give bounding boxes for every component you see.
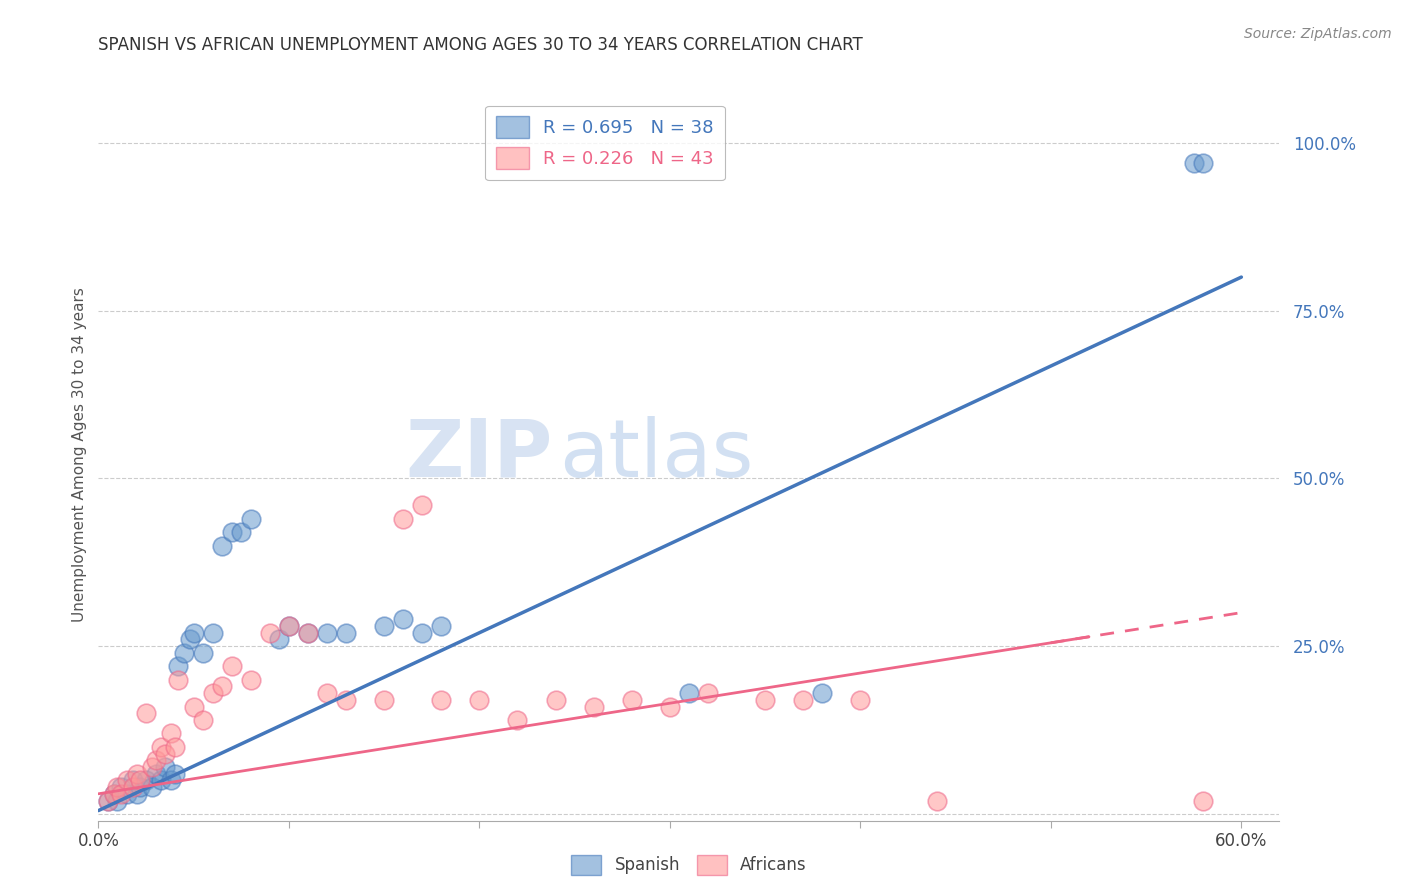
Point: [430, 693, 453, 707]
Point: [297, 625, 319, 640]
Point: [430, 619, 453, 633]
Point: [468, 693, 491, 707]
Point: [107, 793, 129, 807]
Point: [167, 673, 190, 687]
Point: [141, 760, 163, 774]
Point: [115, 787, 138, 801]
Point: [103, 787, 125, 801]
Point: [411, 498, 433, 512]
Point: [163, 766, 186, 780]
Point: [153, 747, 176, 761]
Point: [193, 646, 215, 660]
Y-axis label: Unemployment Among Ages 30 to 34 years: Unemployment Among Ages 30 to 34 years: [72, 287, 87, 623]
Point: [135, 706, 157, 721]
Point: [183, 699, 205, 714]
Text: SPANISH VS AFRICAN UNEMPLOYMENT AMONG AGES 30 TO 34 YEARS CORRELATION CHART: SPANISH VS AFRICAN UNEMPLOYMENT AMONG AG…: [98, 36, 863, 54]
Point: [121, 780, 143, 794]
Point: [159, 726, 181, 740]
Point: [925, 793, 948, 807]
Point: [211, 680, 233, 694]
Point: [179, 632, 201, 647]
Point: [411, 625, 433, 640]
Point: [316, 625, 339, 640]
Text: Source: ZipAtlas.com: Source: ZipAtlas.com: [1244, 27, 1392, 41]
Point: [506, 713, 529, 727]
Point: [297, 625, 319, 640]
Point: [173, 646, 195, 660]
Point: [97, 793, 120, 807]
Point: [221, 659, 243, 673]
Point: [150, 739, 173, 754]
Point: [754, 693, 776, 707]
Point: [849, 693, 872, 707]
Point: [110, 787, 132, 801]
Point: [697, 686, 720, 700]
Point: [135, 773, 157, 788]
Point: [1182, 156, 1205, 170]
Legend: Spanish, Africans: Spanish, Africans: [565, 848, 813, 882]
Point: [792, 693, 814, 707]
Point: [145, 766, 167, 780]
Point: [221, 525, 243, 540]
Point: [97, 793, 120, 807]
Point: [167, 659, 190, 673]
Point: [582, 699, 605, 714]
Point: [145, 753, 167, 767]
Point: [193, 713, 215, 727]
Point: [373, 693, 395, 707]
Point: [277, 619, 299, 633]
Point: [125, 766, 148, 780]
Text: atlas: atlas: [560, 416, 754, 494]
Point: [239, 511, 262, 525]
Point: [150, 773, 173, 788]
Point: [201, 686, 224, 700]
Point: [277, 619, 299, 633]
Point: [125, 787, 148, 801]
Point: [163, 739, 186, 754]
Point: [239, 673, 262, 687]
Point: [678, 686, 700, 700]
Text: ZIP: ZIP: [406, 416, 553, 494]
Point: [110, 780, 132, 794]
Point: [141, 780, 163, 794]
Point: [269, 632, 291, 647]
Point: [620, 693, 643, 707]
Point: [183, 625, 205, 640]
Point: [658, 699, 681, 714]
Point: [129, 773, 152, 788]
Point: [115, 773, 138, 788]
Point: [259, 625, 281, 640]
Point: [153, 760, 176, 774]
Point: [335, 693, 357, 707]
Point: [1192, 156, 1215, 170]
Point: [159, 773, 181, 788]
Point: [121, 773, 143, 788]
Point: [811, 686, 834, 700]
Point: [392, 511, 415, 525]
Point: [335, 625, 357, 640]
Point: [211, 539, 233, 553]
Point: [392, 612, 415, 626]
Point: [544, 693, 567, 707]
Point: [201, 625, 224, 640]
Point: [107, 780, 129, 794]
Point: [373, 619, 395, 633]
Point: [231, 525, 253, 540]
Point: [129, 780, 152, 794]
Point: [316, 686, 339, 700]
Point: [103, 787, 125, 801]
Point: [1192, 793, 1215, 807]
